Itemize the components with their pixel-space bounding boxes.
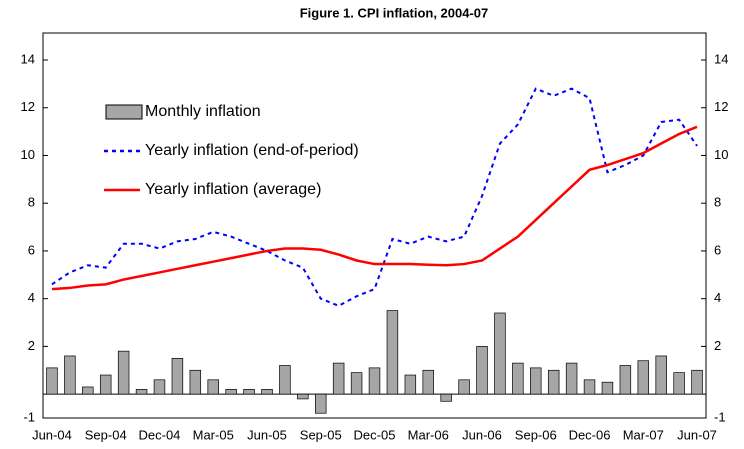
bar <box>440 393 452 402</box>
bar <box>297 393 309 400</box>
legend-label: Monthly inflation <box>145 103 261 120</box>
bar <box>350 372 363 395</box>
bar <box>404 374 417 395</box>
bar <box>476 346 488 395</box>
x-tick-label: Mar-05 <box>193 427 234 442</box>
bar <box>243 389 255 395</box>
y2-tick-label: 14 <box>714 51 728 66</box>
x-tick-label: Sep-05 <box>300 427 342 442</box>
y2-tick-label: 4 <box>714 290 721 305</box>
y-tick-label: 8 <box>28 195 35 210</box>
y2-tick-label: 2 <box>714 338 721 353</box>
bar <box>153 379 166 395</box>
bar <box>207 379 219 395</box>
bar <box>332 362 345 395</box>
y2-tick-label: -1 <box>714 409 726 424</box>
bar <box>547 369 560 395</box>
bar <box>673 372 685 395</box>
bar <box>315 393 327 414</box>
legend-label: Yearly inflation (end-of-period) <box>145 142 359 159</box>
bar <box>189 369 202 395</box>
bar <box>601 381 614 395</box>
x-tick-label: Dec-06 <box>569 427 611 442</box>
y-tick-label: 2 <box>28 338 35 353</box>
y-tick-label: -1 <box>23 409 35 424</box>
bar <box>637 360 650 395</box>
bar <box>512 362 524 395</box>
y-tick-label: 10 <box>21 147 35 162</box>
bar <box>117 350 130 395</box>
bar <box>691 369 703 395</box>
x-tick-label: Jun-05 <box>247 427 287 442</box>
chart-title: Figure 1. CPI inflation, 2004-07 <box>300 5 489 20</box>
bar <box>619 365 632 395</box>
x-tick-label: Sep-06 <box>515 427 557 442</box>
y2-tick-label: 10 <box>714 147 728 162</box>
y2-tick-label: 12 <box>714 99 728 114</box>
bar <box>565 362 578 395</box>
x-tick-label: Mar-07 <box>623 427 664 442</box>
bar <box>583 379 596 395</box>
y-tick-label: 6 <box>28 242 35 257</box>
x-tick-label: Sep-04 <box>85 427 127 442</box>
bar <box>386 310 399 395</box>
y-tick-label: 14 <box>21 51 35 66</box>
y2-tick-label: 6 <box>714 242 721 257</box>
line <box>51 125 698 291</box>
bar <box>422 369 434 395</box>
x-tick-label: Mar-06 <box>408 427 449 442</box>
bar <box>655 355 667 395</box>
bar <box>368 367 381 395</box>
bar <box>458 379 470 395</box>
bar <box>82 386 94 395</box>
x-tick-label: Jun-04 <box>32 427 72 442</box>
y-tick-label: 12 <box>21 99 35 114</box>
bar <box>171 357 184 395</box>
x-tick-label: Dec-05 <box>354 427 396 442</box>
plot-frame <box>42 32 707 419</box>
x-tick-label: Jun-06 <box>462 427 502 442</box>
bar <box>225 389 237 395</box>
bar <box>530 367 542 395</box>
bar <box>135 389 148 395</box>
y2-tick-label: 8 <box>714 195 721 210</box>
bar <box>261 389 273 395</box>
bar <box>46 367 58 395</box>
x-tick-label: Dec-04 <box>139 427 181 442</box>
legend-swatch <box>105 104 143 120</box>
bar <box>279 365 291 395</box>
bar <box>99 374 112 395</box>
y-tick-label: 4 <box>28 290 35 305</box>
legend-label: Yearly inflation (average) <box>145 181 321 198</box>
bar <box>494 312 506 395</box>
x-tick-label: Jun-07 <box>677 427 717 442</box>
bar <box>64 355 76 395</box>
